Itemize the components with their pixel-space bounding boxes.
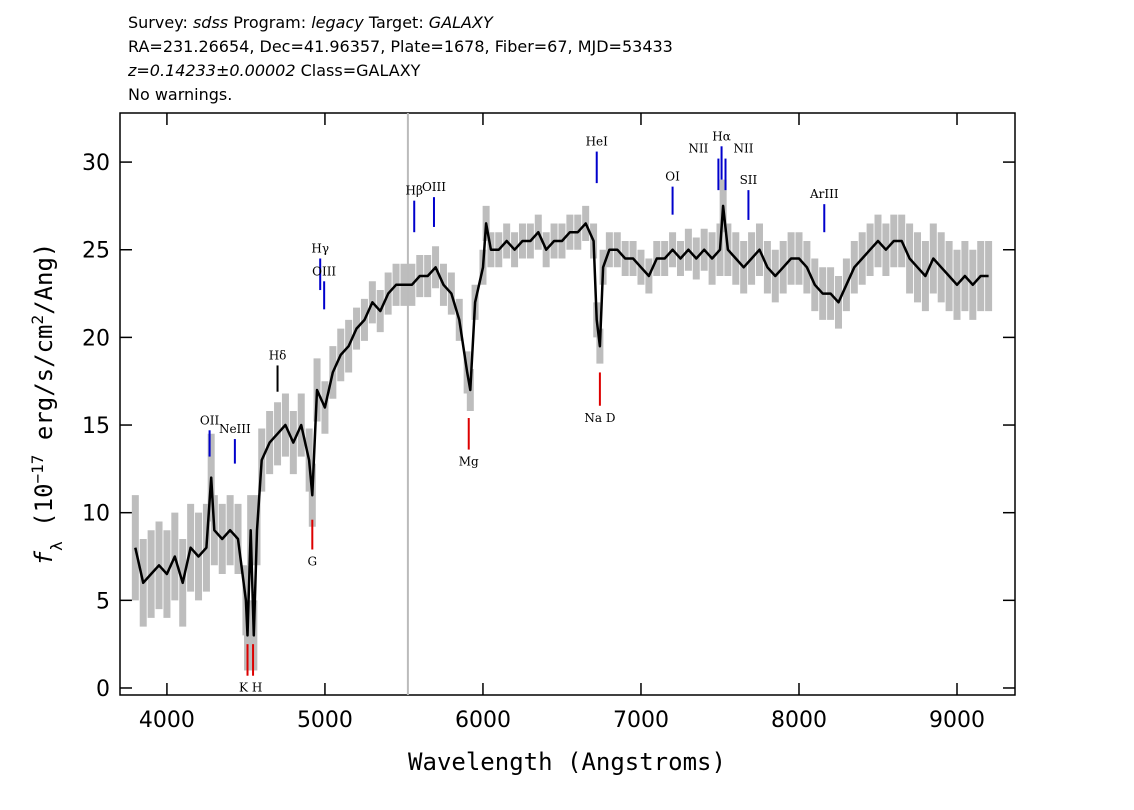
- y-axis-label-part: −17: [28, 455, 47, 484]
- line-marker-label: Na D: [584, 411, 615, 425]
- header-text: No warnings.: [128, 85, 232, 104]
- header-text: z=0.14233±0.00002: [127, 61, 296, 80]
- line-marker-label: Hα: [712, 129, 731, 143]
- y-tick-label: 5: [96, 589, 110, 614]
- line-marker-label: K: [239, 681, 249, 695]
- line-marker-label: ArIII: [809, 187, 839, 201]
- y-axis-label-part: 2: [28, 315, 47, 325]
- line-marker-label: SII: [740, 173, 758, 187]
- header-line: RA=231.26654, Dec=41.96357, Plate=1678, …: [128, 37, 673, 56]
- y-tick-label: 0: [96, 677, 110, 702]
- line-marker-label: OII: [200, 413, 220, 427]
- plot-frame: [119, 112, 1016, 696]
- x-tick-label: 4000: [139, 708, 195, 733]
- line-marker-label: G: [308, 555, 318, 569]
- y-axis-label-part: /Ang): [30, 243, 58, 315]
- y-axis-label-part: erg/s/cm: [30, 325, 58, 455]
- header-text: sdss: [193, 13, 228, 32]
- line-marker-label: Hβ: [406, 184, 423, 198]
- y-tick-label: 30: [82, 151, 110, 176]
- x-tick-label: 9000: [929, 708, 985, 733]
- y-tick-label: 15: [82, 414, 110, 439]
- x-tick-label: 5000: [297, 708, 353, 733]
- line-marker-label: NII: [734, 142, 754, 156]
- line-marker-label: NeIII: [219, 422, 251, 436]
- header-text: GALAXY: [429, 13, 494, 32]
- header-text: legacy: [311, 13, 364, 32]
- header: Survey: sdss Program: legacy Target: GAL…: [127, 13, 673, 104]
- y-axis-label: fλ (10−17 erg/s/cm2/Ang): [28, 243, 66, 566]
- header-line: No warnings.: [128, 85, 232, 104]
- y-tick-label: 25: [82, 239, 110, 264]
- header-text: RA=231.26654, Dec=41.96357, Plate=1678, …: [128, 37, 673, 56]
- header-line: z=0.14233±0.00002 Class=GALAXY: [127, 61, 421, 80]
- header-text: Target:: [364, 13, 429, 32]
- x-axis-label: Wavelength (Angstroms): [408, 748, 726, 776]
- line-marker-label: OIII: [422, 180, 446, 194]
- header-text: Class=GALAXY: [296, 61, 421, 80]
- line-marker-label: OI: [665, 170, 680, 184]
- line-marker-label: Hγ: [311, 242, 329, 256]
- header-text: Program:: [228, 13, 311, 32]
- line-marker-label: H: [252, 681, 262, 695]
- y-axis-label-part: (10: [30, 483, 58, 541]
- header-line: Survey: sdss Program: legacy Target: GAL…: [128, 13, 494, 32]
- line-marker-label: Hδ: [269, 348, 287, 362]
- x-tick-label: 6000: [455, 708, 511, 733]
- line-marker-label: NII: [688, 142, 708, 156]
- line-marker-label: Mg: [459, 455, 479, 469]
- y-tick-label: 20: [82, 326, 110, 351]
- x-tick-label: 8000: [771, 708, 827, 733]
- line-marker-label: OIII: [312, 264, 336, 278]
- y-axis-label-part: λ: [47, 541, 66, 551]
- y-tick-label: 10: [82, 502, 110, 527]
- y-axis-label-part: f: [30, 550, 58, 565]
- x-tick-label: 7000: [613, 708, 669, 733]
- header-text: Survey:: [128, 13, 193, 32]
- spectrum-line: [134, 204, 989, 637]
- line-marker-label: HeI: [586, 135, 609, 149]
